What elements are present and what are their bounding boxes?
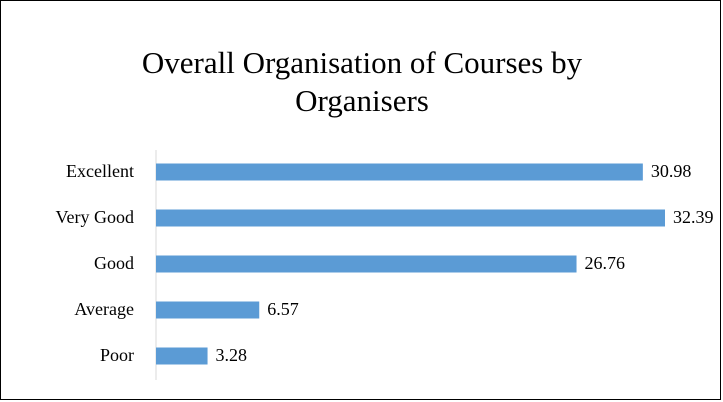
bar [156,301,260,319]
data-label: 3.28 [216,345,248,365]
bar [156,255,577,273]
data-label: 32.39 [673,207,714,227]
bar [156,163,643,181]
data-label: 6.57 [267,299,299,319]
data-label: 30.98 [651,161,692,181]
y-tick-label: Poor [100,345,134,365]
y-tick-label: Good [94,253,134,273]
y-tick-label: Very Good [56,207,135,227]
y-tick-label: Average [74,299,134,319]
data-label: 26.76 [585,253,626,273]
y-tick-label: Excellent [66,161,134,181]
bar [156,347,208,365]
chart-title: Overall Organisation of Courses by Organ… [141,45,583,118]
bar [156,209,665,227]
